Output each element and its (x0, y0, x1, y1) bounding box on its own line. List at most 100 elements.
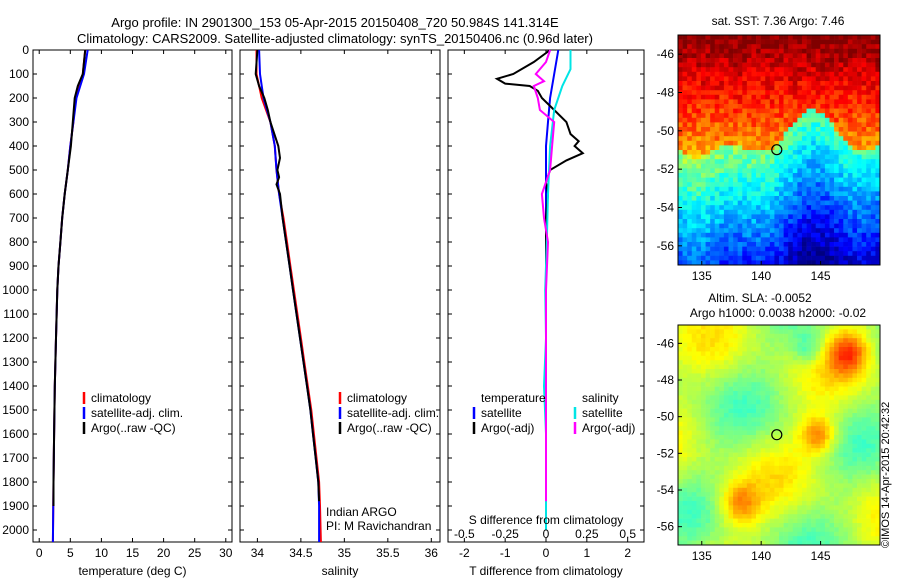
sst-map-cell (783, 205, 789, 211)
sla-map-cell (746, 492, 752, 497)
sla-map-cell (687, 404, 693, 409)
sla-map-cell (811, 373, 817, 379)
sla-map-cell (875, 443, 881, 449)
sla-map-cell (691, 329, 697, 335)
sst-map-cell (723, 186, 729, 192)
sla-map-cell (710, 461, 716, 467)
sst-map-cell (751, 48, 757, 54)
sst-map-cell (852, 242, 858, 247)
sla-map-cell (678, 496, 683, 502)
sla-map-cell (737, 333, 743, 339)
sla-map-cell (756, 325, 761, 330)
sst-map-cell (870, 58, 876, 63)
sst-map-cell (847, 154, 853, 160)
sst-map-cell (801, 62, 807, 68)
sst-map-cell (783, 99, 789, 105)
sst-map-cell (678, 186, 683, 192)
sst-map-cell (769, 173, 775, 178)
sst-map-cell (811, 200, 817, 206)
sla-map-cell (742, 505, 748, 511)
sla-map-cell (824, 496, 830, 502)
sst-map-cell (870, 127, 876, 132)
sst-map-cell (792, 168, 798, 174)
sla-map-cell (779, 360, 784, 365)
sla-map-cell (714, 382, 720, 387)
sst-map-cell (870, 182, 876, 188)
sst-map-cell (834, 159, 839, 165)
sst-map-cell (824, 186, 830, 192)
sla-map-cell (824, 483, 830, 489)
sla-map-cell (783, 364, 789, 370)
sla-map-cell (705, 514, 711, 519)
sla-map-cell (733, 487, 738, 493)
sst-map-cell (774, 104, 780, 109)
sst-map-cell (806, 173, 812, 178)
sla-map-cell (779, 479, 784, 484)
sla-map-cell (870, 382, 876, 387)
sla-map-cell (783, 483, 789, 489)
sla-map-cell (769, 457, 775, 462)
sla-map-cell (801, 382, 807, 387)
sst-map-cell (811, 53, 817, 59)
sla-map-cell (760, 505, 766, 511)
sla-map-cell (829, 408, 835, 414)
sla-map-cell (779, 474, 784, 480)
sst-map-cell (691, 237, 697, 243)
sst-map-cell (714, 228, 720, 234)
sst-map-cell (678, 136, 683, 142)
sla-map-cell (852, 360, 858, 365)
sla-map-cell (829, 536, 835, 541)
sla-map-cell (824, 408, 830, 414)
sla-map-cell (861, 514, 867, 519)
sla-map-cell (719, 483, 725, 489)
sst-map-cell (838, 131, 844, 137)
sla-map-cell (705, 465, 711, 471)
sst-map-cell (857, 145, 862, 151)
sst-map-cell (756, 246, 761, 252)
sst-map-cell (792, 159, 798, 165)
sst-map-cell (678, 154, 683, 160)
sla-map-cell (714, 479, 720, 484)
sst-map-cell (829, 104, 835, 109)
sst-map-cell (792, 200, 798, 206)
sla-map-xtick-label: 145 (811, 549, 831, 563)
sla-map-cell (691, 492, 697, 497)
sst-map-cell (691, 39, 697, 45)
sla-map-cell (815, 540, 821, 546)
sst-map-cell (847, 140, 853, 146)
sla-map-cell (783, 531, 789, 537)
sla-map-cell (783, 360, 789, 365)
sst-map-cell (682, 53, 688, 59)
sst-map-cell (765, 173, 771, 178)
sst-map-cell (691, 90, 697, 96)
sst-map-cell (797, 191, 803, 197)
sst-map-cell (678, 48, 683, 54)
sla-map-cell (806, 457, 812, 462)
sst-map-cell (723, 85, 729, 91)
sst-map-cell (829, 108, 835, 114)
sst-map-cell (811, 58, 817, 63)
sla-map-cell (733, 531, 738, 537)
sst-map-cell (751, 150, 757, 155)
sla-map-cell (678, 443, 683, 449)
sla-map-cell (696, 351, 702, 357)
sla-map-cell (700, 492, 706, 497)
sla-map-cell (857, 536, 862, 541)
sst-map-cell (756, 177, 761, 183)
sst-map-cell (760, 154, 766, 160)
sst-map-cell (723, 90, 729, 96)
sla-map-cell (824, 523, 830, 528)
sst-map-cell (765, 209, 771, 215)
sst-map-cell (861, 173, 867, 178)
sst-map-cell (705, 39, 711, 45)
sla-map-cell (691, 342, 697, 348)
sst-map-cell (760, 94, 766, 100)
sst-map-cell (678, 122, 683, 128)
sst-map-cell (723, 71, 729, 77)
sla-map-cell (870, 492, 876, 497)
sst-map-cell (760, 223, 766, 229)
sla-map-cell (696, 386, 702, 392)
sla-map-cell (843, 417, 849, 423)
sst-map-cell (682, 232, 688, 238)
sla-map-cell (857, 435, 862, 440)
